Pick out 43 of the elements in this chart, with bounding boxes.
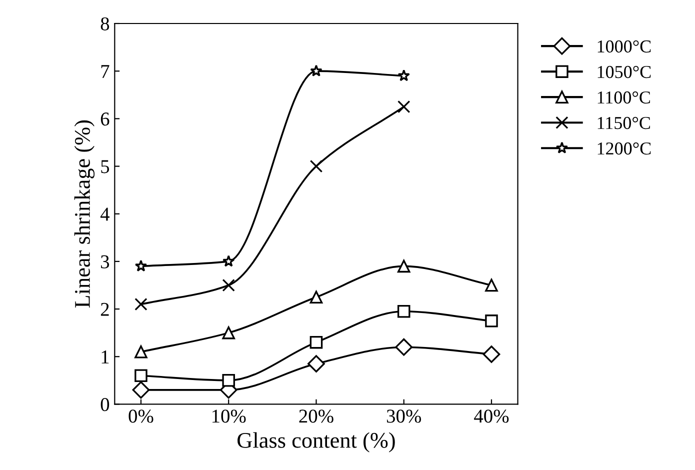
legend-label: 1000°C: [598, 40, 651, 53]
point: [397, 305, 410, 318]
x-tick-label: 40%: [474, 410, 509, 423]
point: [134, 345, 148, 358]
point: [310, 160, 323, 173]
point: [397, 100, 410, 114]
point: [482, 346, 500, 363]
y-tick-label: 1: [102, 350, 109, 364]
y-axis-title: Linear shrinkage (%): [74, 120, 95, 308]
y-tick-label: 0: [100, 398, 110, 412]
point: [134, 298, 148, 311]
point: [395, 338, 413, 356]
point: [132, 381, 150, 399]
x-axis-title: Glass content (%): [238, 432, 395, 452]
point: [222, 326, 235, 340]
point: [310, 64, 322, 76]
legend-label: 1150°C: [598, 116, 650, 130]
legend-label: 1200°C: [598, 142, 651, 155]
point: [310, 336, 323, 349]
point: [310, 290, 323, 304]
y-tick-label: 7: [101, 65, 110, 78]
y-tick-label: 3: [101, 255, 110, 268]
point: [485, 278, 498, 292]
legend-label: 1050°C: [598, 66, 651, 78]
y-tick-label: 2: [100, 302, 109, 316]
point: [398, 69, 410, 82]
y-tick-label: 5: [101, 160, 110, 174]
legend-label: 1100°C: [598, 91, 650, 104]
point: [134, 369, 148, 382]
point: [308, 355, 325, 372]
x-tick-label: 0%: [128, 410, 154, 423]
point: [485, 314, 498, 328]
point: [134, 260, 148, 272]
y-tick-label: 8: [100, 17, 110, 30]
x-tick-label: 10%: [212, 410, 246, 423]
x-tick-label: 20%: [299, 410, 334, 423]
point: [397, 260, 410, 273]
point: [222, 255, 235, 267]
y-tick-label: 4: [100, 208, 110, 221]
y-tick-label: 6: [100, 112, 110, 126]
x-tick-label: 30%: [386, 410, 422, 423]
point: [222, 278, 235, 292]
point: [222, 374, 235, 387]
